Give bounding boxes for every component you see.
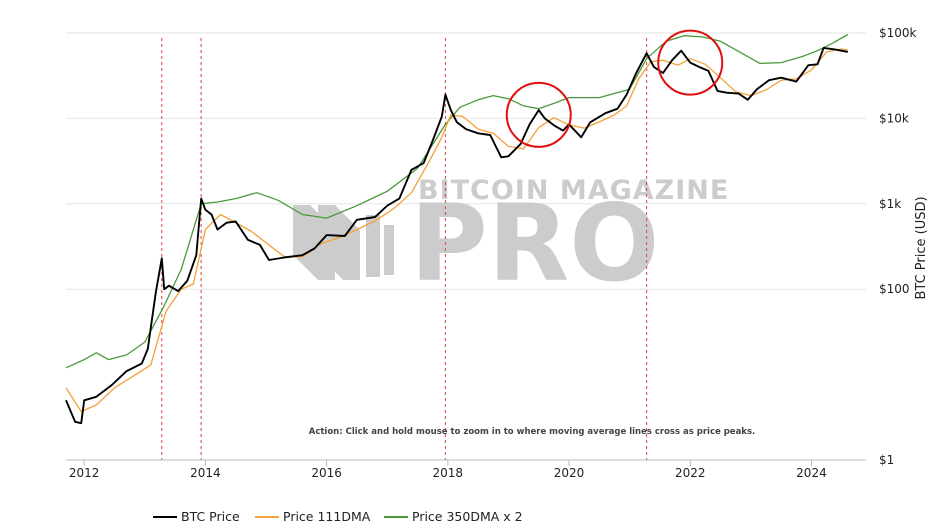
x-tick-label: 2012 (69, 466, 100, 480)
legend-item[interactable]: BTC Price (153, 509, 240, 524)
y-tick-label: $10k (879, 111, 909, 125)
watermark-logo: BITCOIN MAGAZINE PRO (293, 175, 729, 305)
series-line-btc-price[interactable] (65, 46, 848, 425)
legend-label: Price 350DMA x 2 (412, 509, 523, 524)
y-tick-label: $1 (879, 453, 894, 467)
watermark-title: BITCOIN MAGAZINE (418, 175, 729, 206)
x-axis: 2012 2014 2016 2018 2020 2022 2024 (69, 460, 827, 480)
highlight-circle (505, 81, 572, 148)
watermark-icon (293, 205, 394, 280)
series-lines (65, 33, 849, 425)
annotation-note: Action: Click and hold mouse to zoom in … (309, 427, 756, 437)
x-tick-label: 2014 (190, 466, 221, 480)
x-tick-label: 2024 (796, 466, 827, 480)
highlight-circles (505, 29, 724, 148)
series-line-price-111dma[interactable] (65, 48, 848, 413)
x-tick-label: 2020 (554, 466, 585, 480)
x-tick-label: 2018 (433, 466, 464, 480)
legend-item[interactable]: Price 111DMA (255, 509, 371, 524)
watermark-subtitle: PRO (410, 182, 659, 305)
x-tick-label: 2022 (675, 466, 706, 480)
legend-label: BTC Price (181, 509, 240, 524)
legend[interactable]: BTC Price Price 111DMA Price 350DMA x 2 (153, 509, 523, 524)
y-axis: $1 $100 $1k $10k $100k (879, 26, 917, 467)
legend-label: Price 111DMA (283, 509, 371, 524)
legend-item[interactable]: Price 350DMA x 2 (384, 509, 523, 524)
series-line-price-350dma-x-2[interactable] (65, 33, 849, 369)
highlight-circle (657, 29, 724, 96)
y-tick-label: $100k (879, 26, 917, 40)
x-tick-label: 2016 (311, 466, 342, 480)
y-axis-label: BTC Price (USD) (914, 196, 929, 299)
y-tick-label: $100 (879, 282, 910, 296)
y-tick-label: $1k (879, 197, 901, 211)
